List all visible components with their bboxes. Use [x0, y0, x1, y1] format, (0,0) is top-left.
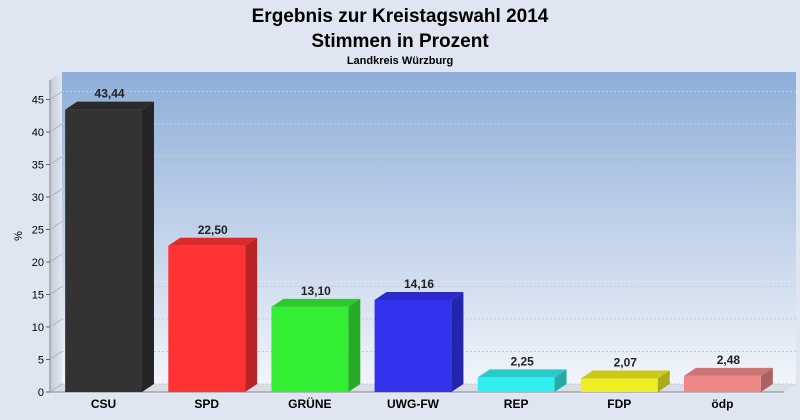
y-tick-label: 10 [32, 322, 44, 334]
data-label: 2,07 [614, 356, 638, 370]
bar-side-SPD [245, 237, 258, 392]
gridline-wall [49, 188, 63, 198]
bar-top-GRÜNE [271, 298, 361, 307]
bar-top-ödp [684, 367, 773, 376]
y-tick-label: 20 [32, 257, 44, 269]
gridline-wall [49, 91, 63, 100]
y-tick-label: 25 [32, 225, 44, 237]
plot-area: 0 5 10 15 20 25 30 35 40 45 43,44 CSU 22,50 SPD 13,10 G… [32, 72, 796, 411]
y-tick-label: 0 [38, 387, 44, 399]
bar-top-SPD [168, 237, 258, 246]
bar-ödp [684, 375, 761, 392]
data-label: 2,25 [510, 354, 534, 368]
chart-title: Ergebnis zur Kreistagswahl 2014 [252, 6, 549, 27]
bar-top-CSU [65, 101, 154, 110]
x-tick-label: ödp [711, 397, 733, 411]
bar-FDP [580, 378, 658, 392]
bar-top-UWG-FW [374, 291, 464, 300]
bar-top-FDP [580, 370, 670, 379]
bar-side-CSU [141, 101, 154, 392]
gridline-wall [49, 286, 63, 295]
bar-REP [477, 377, 555, 392]
gridline-wall [49, 383, 63, 393]
bar-CSU [65, 109, 142, 392]
gridline-wall [49, 221, 63, 230]
data-label: 13,10 [301, 284, 331, 298]
data-label: 14,16 [404, 277, 434, 291]
bar-SPD [168, 245, 246, 392]
bar-GRÜNE [271, 306, 349, 392]
bar-top-REP [477, 369, 567, 378]
y-axis-label: % [13, 231, 25, 241]
chart-title-line2: Stimmen in Prozent [311, 31, 489, 52]
bar-side-REP [554, 369, 567, 392]
x-tick-label: GRÜNE [288, 396, 331, 411]
x-tick-label: UWG-FW [387, 397, 440, 411]
bar-side-ödp [760, 367, 773, 392]
bar-UWG-FW [374, 299, 452, 392]
y-tick-label: 40 [32, 127, 44, 139]
gridline-wall [49, 156, 63, 165]
gridline-wall [49, 318, 63, 328]
x-tick-label: CSU [91, 397, 116, 411]
x-tick-label: SPD [194, 397, 219, 411]
y-tick-label: 35 [32, 160, 44, 172]
gridline-wall [49, 253, 63, 263]
y-tick-label: 15 [32, 290, 44, 302]
y-tick-label: 30 [32, 192, 44, 204]
data-label: 43,44 [95, 87, 125, 101]
data-label: 2,48 [717, 353, 741, 367]
y-tick-label: 45 [32, 95, 44, 107]
x-tick-label: REP [504, 397, 529, 411]
chart-subtitle: Landkreis Würzburg [347, 55, 453, 67]
bar-side-FDP [657, 370, 670, 392]
data-label: 22,50 [198, 223, 228, 237]
y-tick-label: 5 [38, 355, 44, 367]
bar-side-UWG-FW [451, 291, 464, 392]
plot-left-wall [50, 72, 62, 392]
gridline-wall [49, 123, 63, 133]
bar-side-GRÜNE [348, 298, 361, 392]
gridline-wall [49, 351, 63, 360]
x-tick-label: FDP [607, 397, 631, 411]
